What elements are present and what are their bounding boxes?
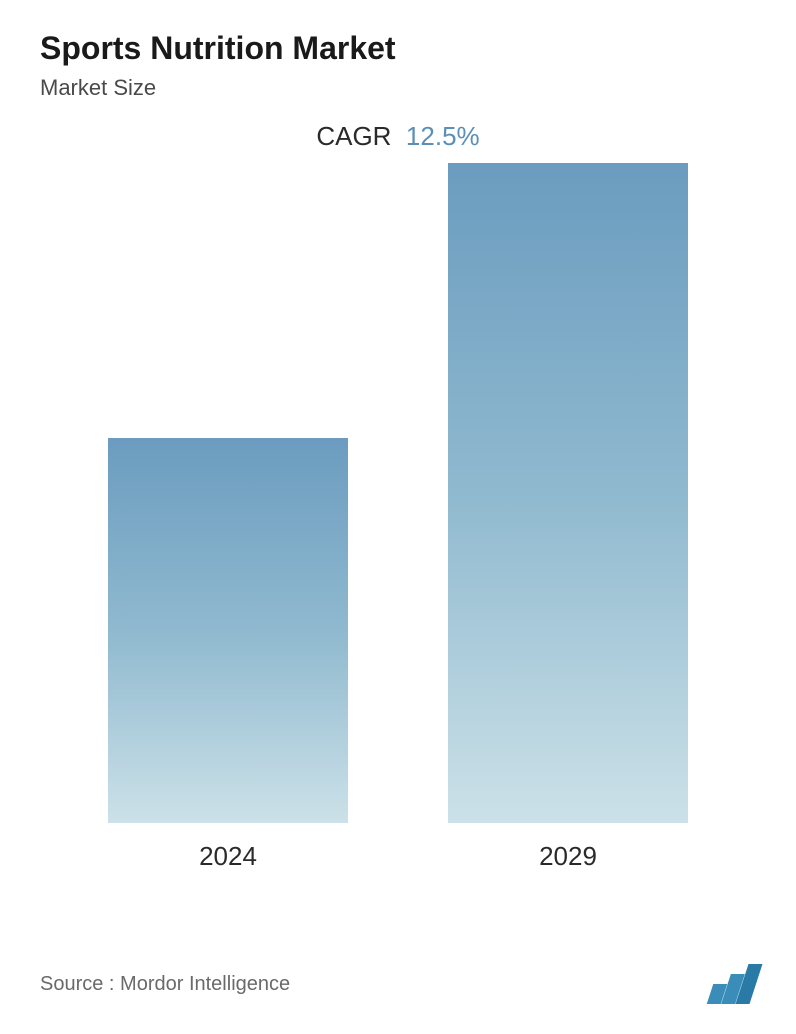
bar-group-2024: 2024: [108, 438, 348, 872]
bar-label-2029: 2029: [539, 841, 597, 872]
bar-chart: 2024 2029: [40, 172, 756, 872]
cagr-container: CAGR 12.5%: [40, 121, 756, 152]
bar-label-2024: 2024: [199, 841, 257, 872]
logo-icon: [710, 964, 756, 1004]
footer: Source : Mordor Intelligence: [40, 963, 756, 1004]
page-subtitle: Market Size: [40, 75, 756, 101]
bar-2029: [448, 163, 688, 823]
cagr-label: CAGR: [316, 121, 391, 151]
source-text: Source : Mordor Intelligence: [40, 973, 290, 996]
page-title: Sports Nutrition Market: [40, 30, 756, 67]
cagr-value: 12.5%: [406, 121, 480, 151]
bar-2024: [108, 438, 348, 823]
bar-group-2029: 2029: [448, 163, 688, 872]
